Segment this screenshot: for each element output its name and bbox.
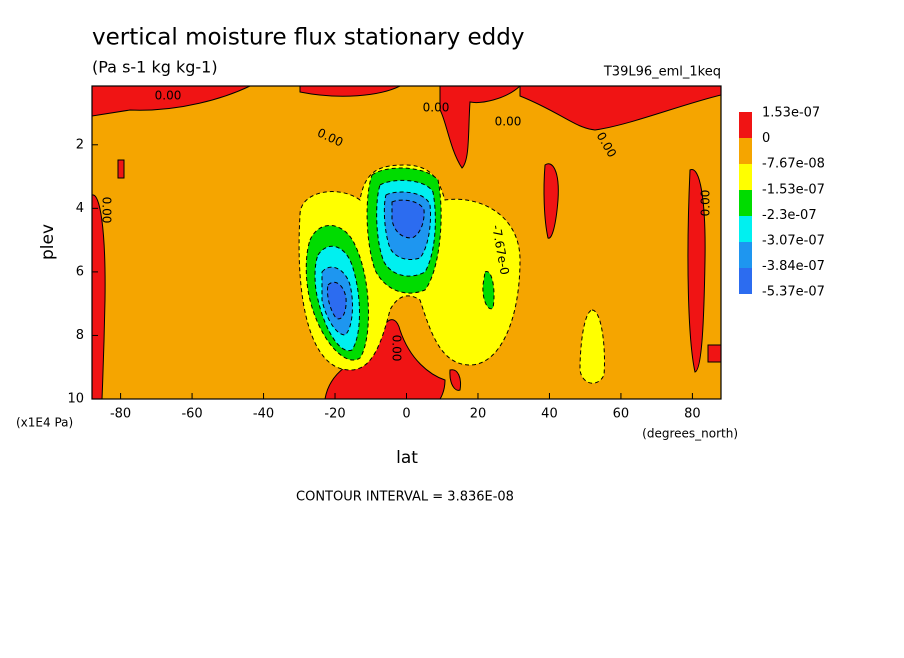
x-tick-label: 20 xyxy=(470,407,487,422)
contour-label: 0.00 xyxy=(495,115,522,129)
colorbar-box xyxy=(739,164,752,190)
x-axis-label: lat xyxy=(396,448,418,468)
y-tick-label: 6 xyxy=(76,264,84,279)
contour-band xyxy=(449,369,461,391)
y-axis-label: plev xyxy=(38,224,58,260)
contour-band xyxy=(327,281,347,320)
colorbar-box xyxy=(739,138,752,164)
x-tick-label: -60 xyxy=(181,407,202,422)
contour-label: 0.00 xyxy=(423,101,450,115)
run-label: T39L96_eml_1keq xyxy=(603,65,721,80)
x-tick-label: 80 xyxy=(684,407,701,422)
x-tick-label: 60 xyxy=(613,407,630,422)
contour-band xyxy=(117,159,125,179)
colorbar-label: -3.07e-07 xyxy=(762,234,825,249)
contour-band xyxy=(482,271,495,310)
contour-label: 0.00 xyxy=(699,190,713,217)
contour-band xyxy=(707,344,721,363)
y-tick-label: 2 xyxy=(76,137,84,152)
x-tick-label: -80 xyxy=(110,407,131,422)
x-tick-label: -20 xyxy=(324,407,345,422)
contour-band xyxy=(92,194,106,399)
colorbar-label: -5.37e-07 xyxy=(762,285,825,300)
contour-band xyxy=(439,86,521,169)
contour-band xyxy=(543,163,559,239)
contour-band xyxy=(92,86,251,117)
colorbar-label: -3.84e-07 xyxy=(762,259,825,274)
chart-subtitle: (Pa s-1 kg kg-1) xyxy=(92,58,218,77)
x-axis-units: (degrees_north) xyxy=(642,427,738,441)
footer: CONTOUR INTERVAL = 3.836E-08 xyxy=(296,490,514,505)
contour-band xyxy=(519,86,721,131)
colorbar-box xyxy=(739,242,752,268)
contour-band xyxy=(687,169,706,373)
colorbar-label: -1.53e-07 xyxy=(762,182,825,197)
contour-label: 0.00 xyxy=(390,335,404,362)
colorbar-box xyxy=(739,216,752,242)
y-tick-label: 10 xyxy=(67,392,84,407)
colorbar-box xyxy=(739,190,752,216)
colorbar-box xyxy=(739,112,752,138)
y-tick-label: 8 xyxy=(76,328,84,343)
x-tick-label: 0 xyxy=(402,407,410,422)
chart-title: vertical moisture flux stationary eddy xyxy=(92,25,525,51)
contour-band xyxy=(299,86,401,97)
y-tick-label: 4 xyxy=(76,201,84,216)
x-tick-label: -40 xyxy=(253,407,274,422)
contour-field: 0.000.000.000.00 0.000.00 0.000.00-7.67e-0 xyxy=(92,86,721,399)
colorbar-label: -7.67e-08 xyxy=(762,157,825,172)
contour-label: 0.00 xyxy=(100,197,114,224)
colorbar-box xyxy=(739,268,752,294)
x-tick-label: 40 xyxy=(541,407,558,422)
contour-band xyxy=(391,199,425,239)
y-axis-units: (x1E4 Pa) xyxy=(16,416,73,430)
colorbar-label: 1.53e-07 xyxy=(762,106,820,121)
colorbar-label: -2.3e-07 xyxy=(762,208,817,223)
contour-label: 0.00 xyxy=(155,89,182,103)
colorbar-label: 0 xyxy=(762,131,770,146)
contour-band xyxy=(579,309,605,384)
